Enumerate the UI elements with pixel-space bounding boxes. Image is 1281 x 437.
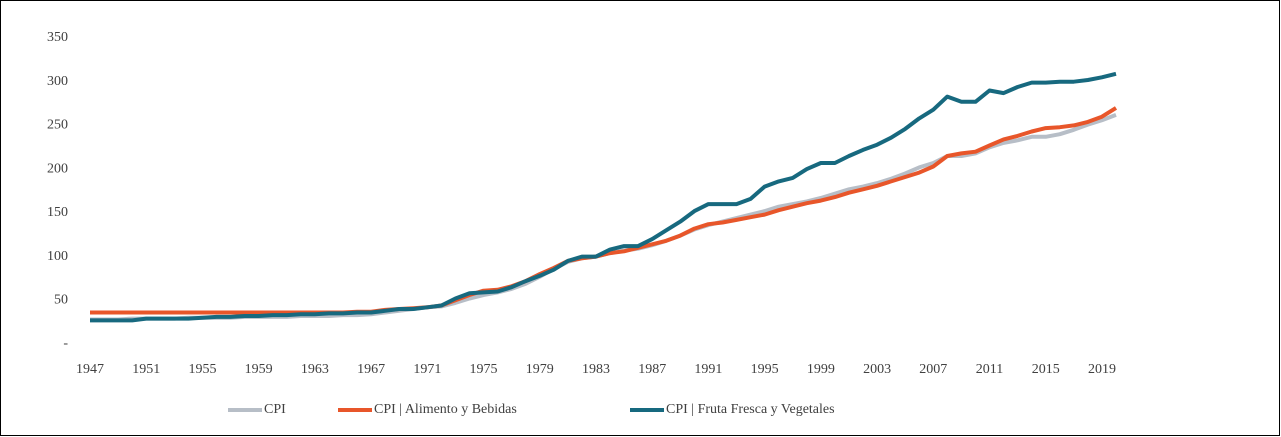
y-tick-label: 350 — [47, 30, 68, 45]
x-tick-label: 1951 — [132, 362, 160, 377]
legend-label: CPI | Alimento y Bebidas — [374, 402, 517, 417]
y-tick-label: 150 — [47, 205, 68, 220]
x-tick-label: 1999 — [807, 362, 835, 377]
y-tick-label: 250 — [47, 118, 68, 133]
x-tick-label: 2019 — [1088, 362, 1116, 377]
x-tick-label: 1991 — [694, 362, 722, 377]
y-tick-label: 100 — [47, 249, 68, 264]
x-tick-label: 1947 — [76, 362, 104, 377]
x-tick-label: 2007 — [919, 362, 947, 377]
y-tick-label: 50 — [54, 293, 68, 308]
x-tick-label: 1971 — [413, 362, 441, 377]
x-tick-label: 2003 — [863, 362, 891, 377]
y-tick-label: 300 — [47, 74, 68, 89]
x-tick-label: 1979 — [526, 362, 554, 377]
x-tick-label: 1983 — [582, 362, 610, 377]
legend-label: CPI | Fruta Fresca y Vegetales — [666, 402, 835, 417]
x-tick-label: 1959 — [245, 362, 273, 377]
x-tick-label: 2015 — [1032, 362, 1060, 377]
x-tick-label: 1975 — [470, 362, 498, 377]
x-tick-label: 1963 — [301, 362, 329, 377]
x-tick-label: 1955 — [188, 362, 216, 377]
x-tick-label: 1995 — [751, 362, 779, 377]
y-tick-label: - — [63, 336, 68, 351]
x-tick-label: 1967 — [357, 362, 385, 377]
x-tick-label: 2011 — [976, 362, 1003, 377]
x-tick-label: 1987 — [638, 362, 666, 377]
legend-label: CPI — [264, 402, 286, 417]
y-tick-label: 200 — [47, 161, 68, 176]
series-line — [90, 71, 1117, 323]
